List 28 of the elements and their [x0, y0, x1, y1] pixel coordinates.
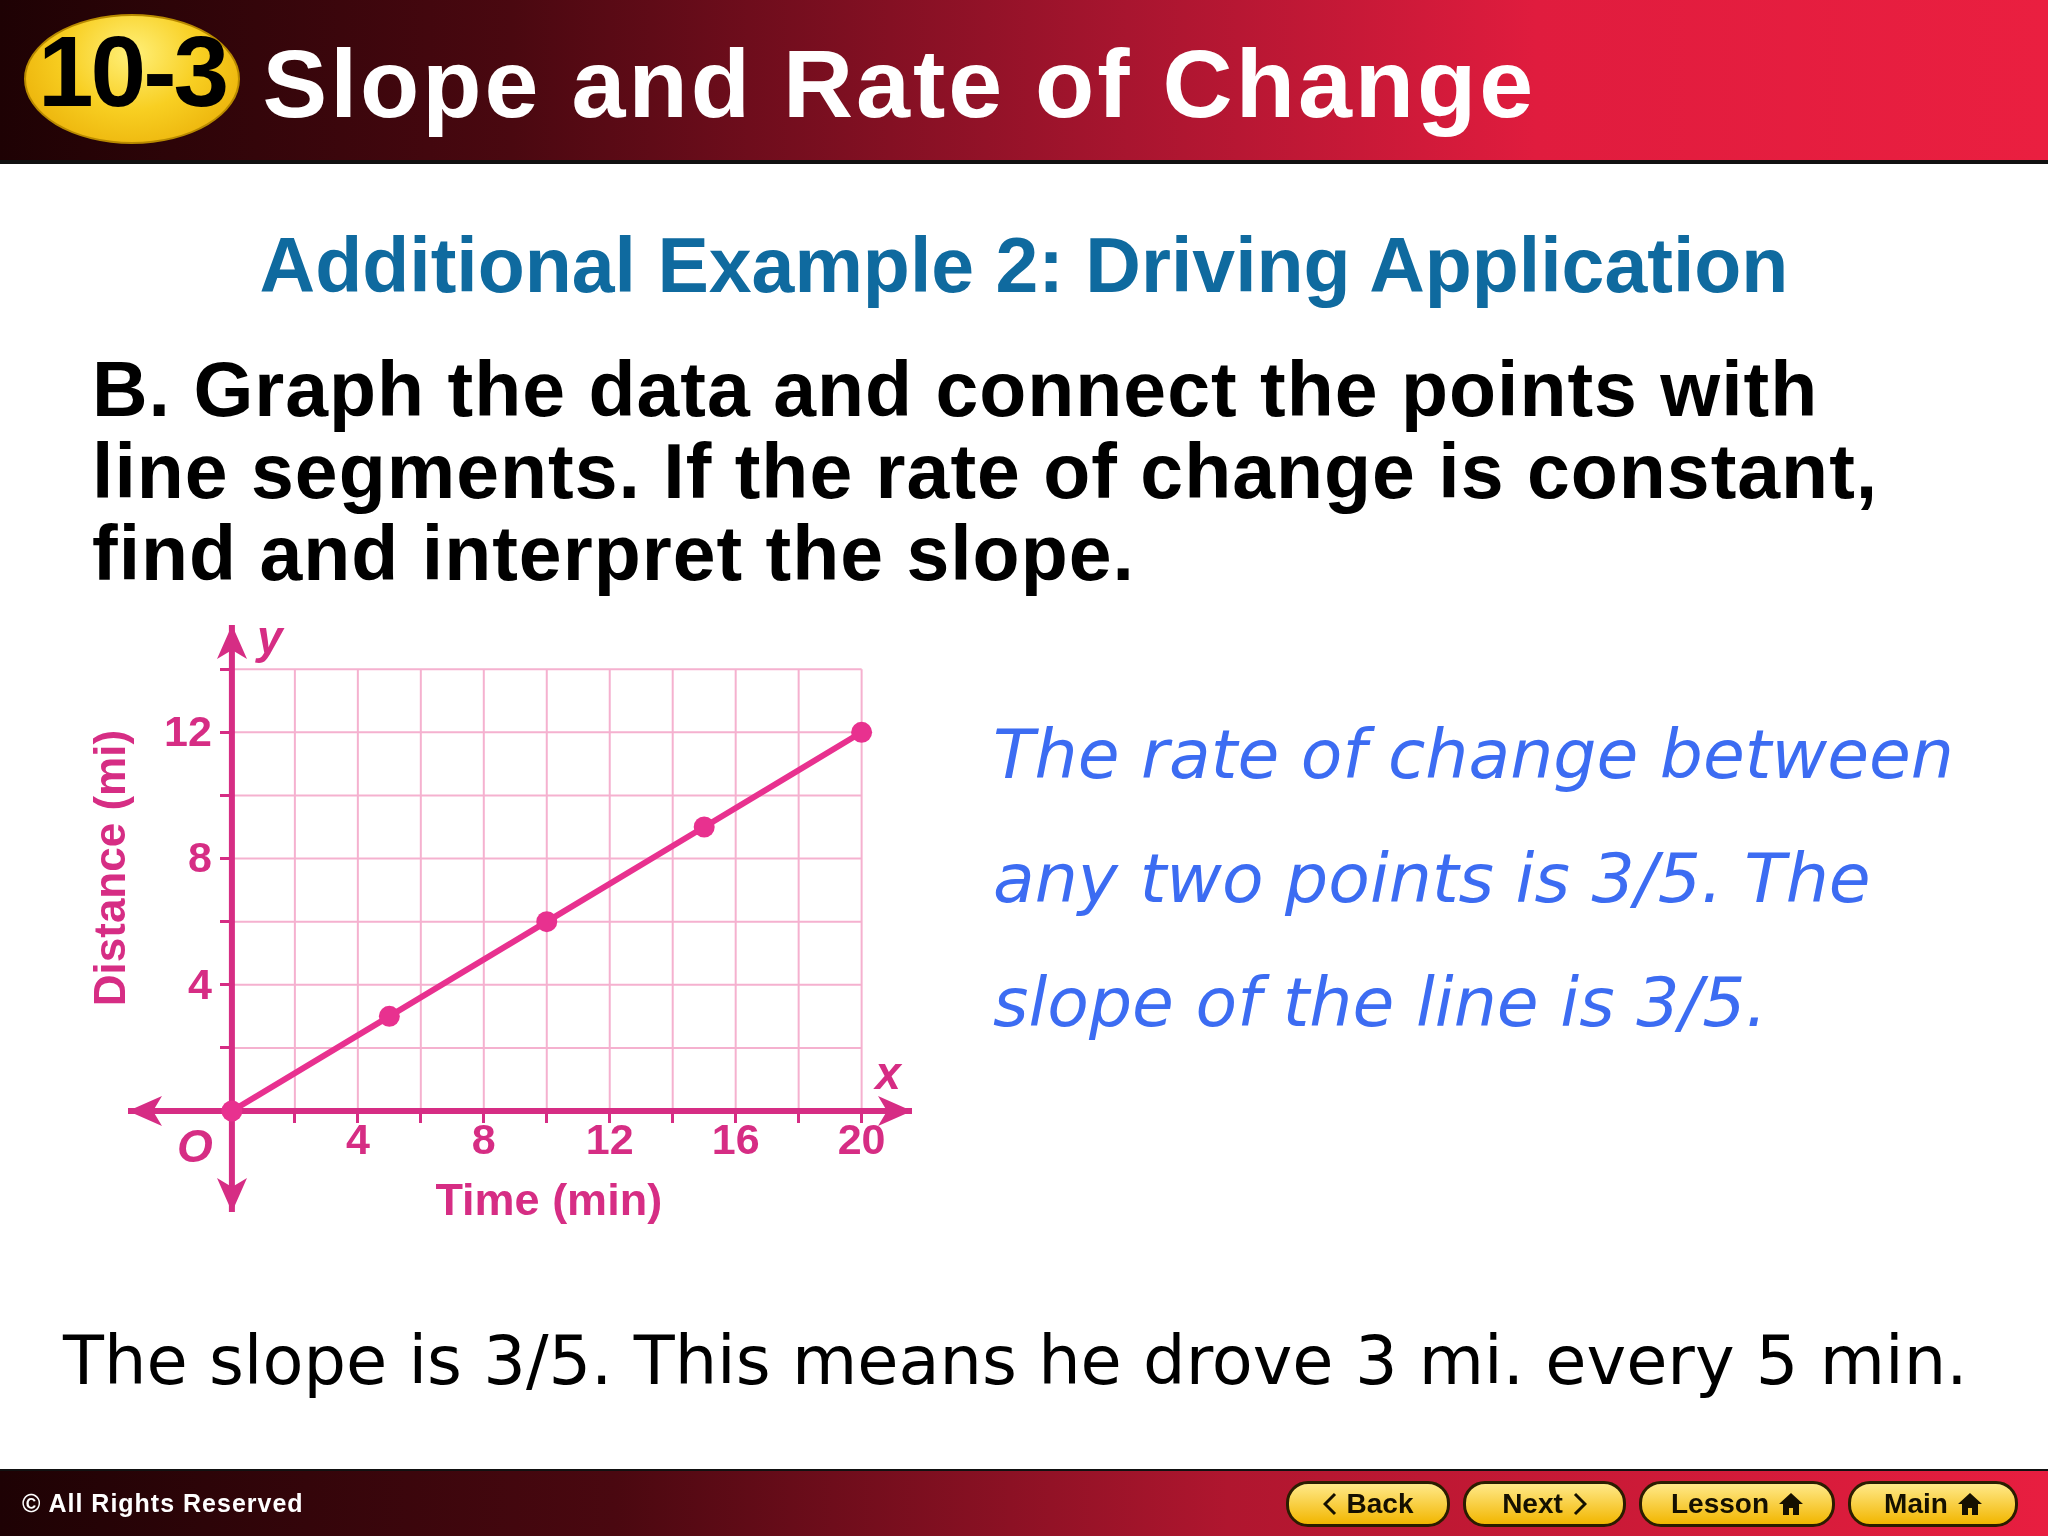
- text: © All Rights Reserved: [22, 1488, 304, 1518]
- text: The rate of change between any two points is 3/5. The slope of the line is 3/5.: [993, 714, 1955, 1044]
- text: The slope is 3/5. This means he drove 3 mi. every 5 min.: [63, 1321, 1968, 1402]
- y-tick-label: 8: [187, 833, 212, 882]
- point: [221, 1100, 243, 1122]
- button[interactable]: Main: [1848, 1481, 2018, 1527]
- text: B. Graph the data and connect the points with line segments. If the rate of change is constant, find and interpret the slope.: [92, 346, 1880, 596]
- point: [378, 1005, 400, 1027]
- x-tick-label: 12: [585, 1114, 634, 1163]
- annotation: O: [177, 1119, 214, 1172]
- x-tick-label: 16: [711, 1114, 760, 1163]
- y-tick-label: 12: [164, 707, 212, 756]
- x-axis-title: Time (min): [435, 1174, 663, 1226]
- point: [693, 816, 715, 838]
- button[interactable]: Next: [1463, 1481, 1626, 1527]
- chart-subtitle: Additional Example 2: Driving Application: [258, 221, 1790, 310]
- chart-title: 10-3 Slope and Rate of Change: [36, 14, 1537, 140]
- button[interactable]: Lesson: [1639, 1481, 1835, 1527]
- x-tick-label: 4: [345, 1114, 370, 1163]
- annotation: y: [255, 610, 286, 663]
- y-tick-label: 4: [187, 959, 212, 1008]
- point: [536, 911, 558, 933]
- button[interactable]: Back: [1286, 1481, 1450, 1527]
- x-tick-label: 8: [471, 1114, 496, 1163]
- x-tick-label: 20: [837, 1114, 886, 1163]
- point: [851, 721, 873, 743]
- y-axis-title: Distance (mi): [85, 729, 135, 1007]
- annotation: x: [872, 1046, 904, 1099]
